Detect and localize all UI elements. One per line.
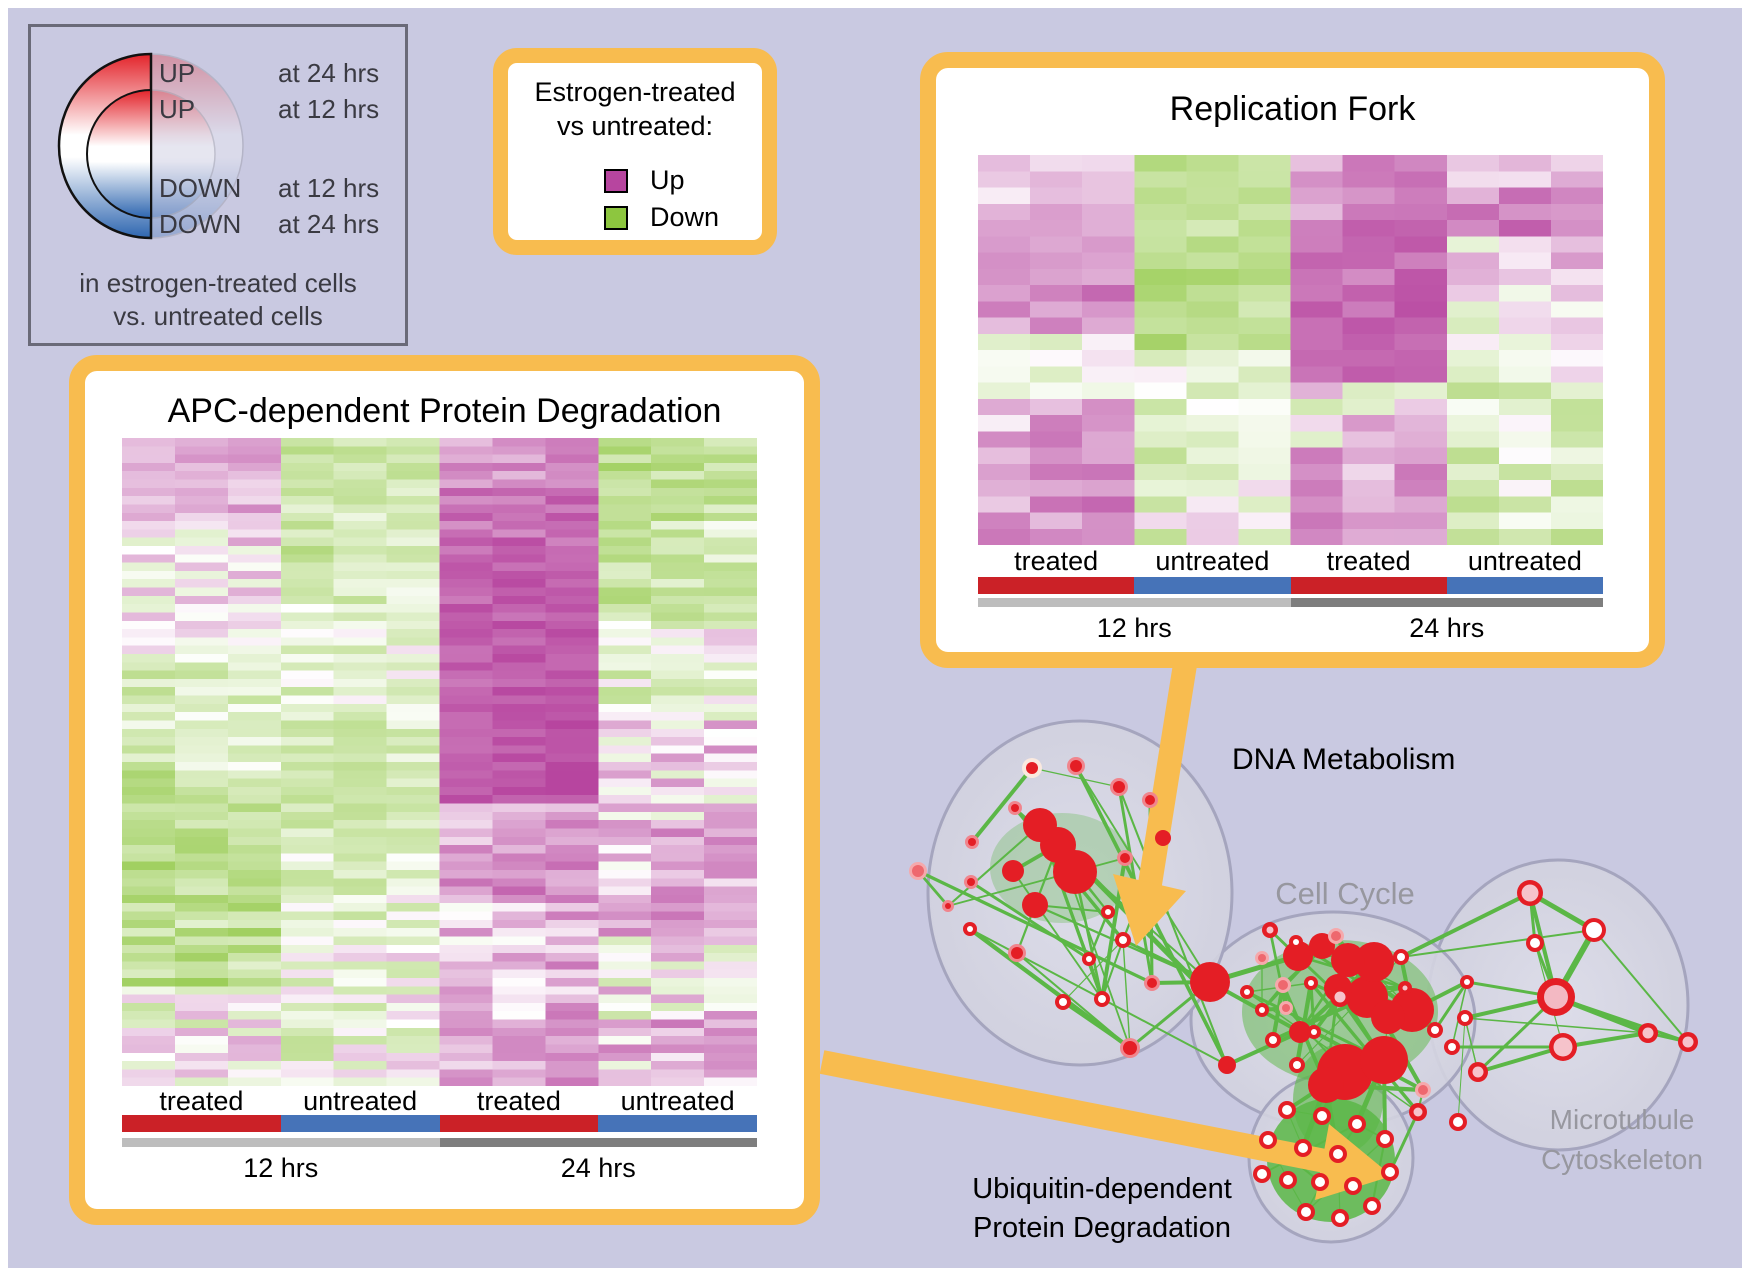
apc-time-label: 24 hrs xyxy=(560,1153,636,1183)
replication-heatmap xyxy=(978,155,1603,545)
rf-col-label: untreated xyxy=(1155,546,1270,576)
microtubule-label-line1: Microtubule xyxy=(1549,1104,1695,1135)
updown-legend-title-line2: vs untreated: xyxy=(556,111,714,141)
apc-condition-colorbar xyxy=(122,1115,757,1132)
ring-up-inner-label: UP xyxy=(159,94,196,124)
rf-time-colorbar xyxy=(978,598,1603,607)
dna-metabolism-label: DNA Metabolism xyxy=(1232,743,1456,776)
updown-legend-items: Up Down xyxy=(604,159,719,233)
apc-heatmap xyxy=(122,438,757,1086)
rf-time-label: 12 hrs xyxy=(1096,613,1172,643)
up-swatch xyxy=(604,168,628,193)
ring-caption: in estrogen-treated cells vs. untreated … xyxy=(31,267,405,333)
ring-legend-icon xyxy=(57,52,244,240)
ring-caption-line2: vs. untreated cells xyxy=(113,301,323,331)
ubiquitin-label-line1: Ubiquitin-dependent xyxy=(972,1173,1232,1205)
apc-time-labels: 12 hrs 24 hrs xyxy=(122,1153,757,1184)
updown-legend-title-line1: Estrogen-treated xyxy=(534,77,736,107)
rf-time-label: 24 hrs xyxy=(1409,613,1485,643)
updown-color-legend: Estrogen-treated vs untreated: Up Down xyxy=(493,48,777,255)
down-swatch xyxy=(604,205,628,230)
rf-col-label: treated xyxy=(1326,546,1411,576)
apc-col-label: treated xyxy=(476,1086,561,1116)
down-label: Down xyxy=(650,202,720,232)
apc-time-label: 12 hrs xyxy=(243,1153,319,1183)
cell-cycle-label: Cell Cycle xyxy=(1275,876,1415,911)
ring-down-outer-label: DOWN xyxy=(159,209,242,239)
apc-col-label: untreated xyxy=(303,1086,418,1116)
updown-legend-title: Estrogen-treated vs untreated: xyxy=(508,75,762,143)
replication-fork-panel: Replication Fork treated untreated treat… xyxy=(920,52,1665,668)
up-label: Up xyxy=(650,165,685,195)
ring-at24-bot-label: at 24 hrs xyxy=(278,209,380,239)
apc-condition-labels: treated untreated treated untreated xyxy=(122,1086,757,1117)
legend-item-down: Down xyxy=(604,202,719,233)
apc-time-colorbar xyxy=(122,1138,757,1147)
updown-ring-legend: UP at 24 hrs UP at 12 hrs DOWN at 12 hrs… xyxy=(28,24,408,346)
ring-caption-line1: in estrogen-treated cells xyxy=(79,268,357,298)
rf-condition-colorbar xyxy=(978,577,1603,594)
ubiquitin-label: Ubiquitin-dependent Protein Degradation xyxy=(952,1170,1252,1248)
rf-col-label: treated xyxy=(1014,546,1099,576)
apc-heatmap-panel: APC-dependent Protein Degradation treate… xyxy=(69,355,820,1225)
ring-at24-top-label: at 24 hrs xyxy=(278,58,380,88)
ring-down-inner-label: DOWN xyxy=(159,173,242,203)
apc-col-label: treated xyxy=(159,1086,244,1116)
ubiquitin-label-line2: Protein Degradation xyxy=(973,1212,1231,1244)
apc-panel-title: APC-dependent Protein Degradation xyxy=(167,392,722,430)
rf-panel-title: Replication Fork xyxy=(1169,90,1416,128)
rf-col-label: untreated xyxy=(1467,546,1582,576)
microtubule-label: Microtubule Cytoskeleton xyxy=(1492,1100,1750,1180)
legend-item-up: Up xyxy=(604,165,719,196)
apc-col-label: untreated xyxy=(620,1086,735,1116)
ring-up-outer-label: UP xyxy=(159,58,196,88)
ring-at12-bot-label: at 12 hrs xyxy=(278,173,380,203)
ring-at12-top-label: at 12 hrs xyxy=(278,94,380,124)
microtubule-label-line2: Cytoskeleton xyxy=(1541,1144,1703,1175)
rf-time-labels: 12 hrs 24 hrs xyxy=(978,613,1603,644)
rf-condition-labels: treated untreated treated untreated xyxy=(978,546,1603,577)
